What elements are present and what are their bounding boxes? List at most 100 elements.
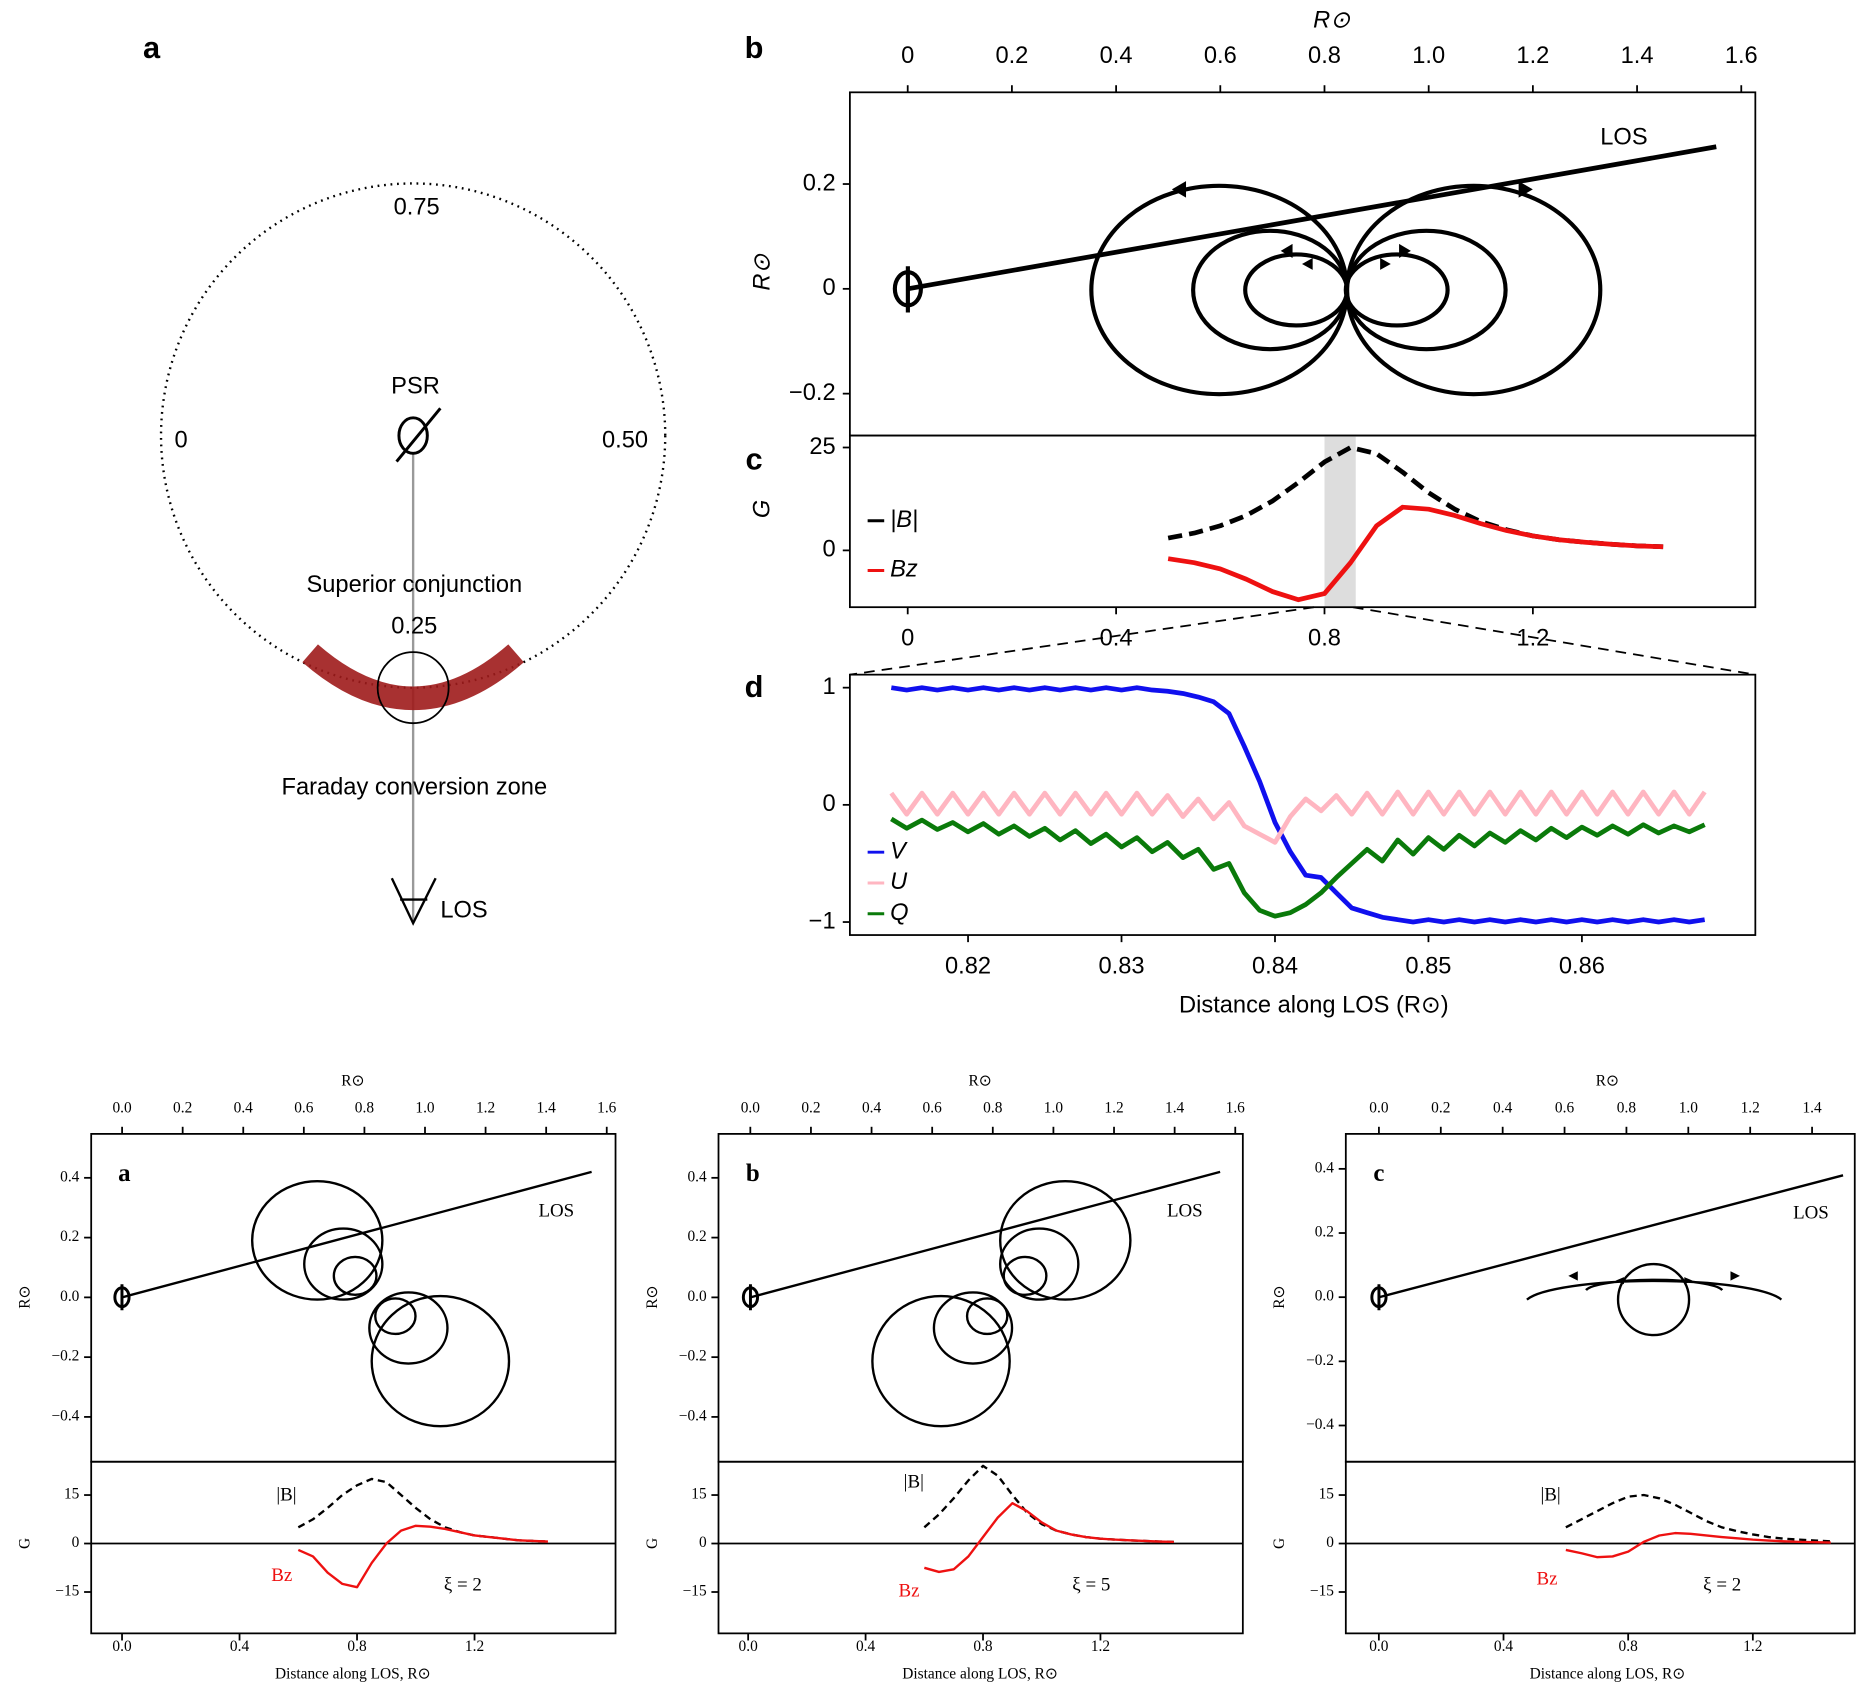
x-tick-label: 1.0 bbox=[415, 1100, 435, 1117]
axis-label: R⊙ bbox=[1313, 8, 1350, 34]
x-tick-label: 1.2 bbox=[1104, 1100, 1123, 1117]
x-tick-label: 0.2 bbox=[173, 1100, 192, 1117]
series-label: Bz bbox=[271, 1565, 292, 1586]
x-tick-label: 0.85 bbox=[1405, 953, 1451, 979]
y-tick-label: −0.4 bbox=[51, 1407, 79, 1424]
panel-label: a bbox=[143, 30, 161, 65]
x-tick-label: 0 bbox=[901, 625, 914, 651]
series-line bbox=[121, 1170, 592, 1299]
x-tick-label: 0.82 bbox=[945, 953, 991, 979]
phase-label: 0.25 bbox=[391, 614, 437, 640]
x-tick-label: 0.83 bbox=[1098, 953, 1144, 979]
annotation: ξ = 2 bbox=[444, 1574, 482, 1595]
panel-label: b bbox=[746, 1160, 760, 1187]
field-loop bbox=[1616, 1262, 1691, 1337]
axis-label: Distance along LOS, R⊙ bbox=[275, 1665, 431, 1682]
x-tick-label: 1.4 bbox=[1165, 1100, 1185, 1117]
x-tick-label: 0.6 bbox=[1204, 43, 1237, 69]
field-loop bbox=[303, 1227, 384, 1301]
y-tick-label: 0 bbox=[823, 791, 836, 817]
y-tick-label: −0.2 bbox=[679, 1348, 707, 1365]
series-line bbox=[907, 144, 1717, 292]
x-tick-label: 0.84 bbox=[1252, 953, 1298, 979]
y-tick-label: 0 bbox=[823, 537, 836, 563]
y-tick-label: 0.0 bbox=[687, 1288, 707, 1305]
axes-frame bbox=[848, 673, 1757, 936]
series-line bbox=[750, 1170, 1221, 1299]
field-loop bbox=[999, 1180, 1132, 1301]
x-tick-label: 0.4 bbox=[230, 1638, 250, 1655]
x-tick-label: 1.2 bbox=[476, 1100, 495, 1117]
phase-label: 0.75 bbox=[394, 195, 440, 221]
x-tick-label: 0.2 bbox=[1431, 1100, 1450, 1117]
x-tick-label: 0.6 bbox=[923, 1100, 943, 1117]
pulsar-label: PSR bbox=[391, 373, 440, 399]
x-tick-label: 0.8 bbox=[973, 1638, 993, 1655]
axes-frame bbox=[717, 1460, 1244, 1635]
conversion-zone bbox=[302, 644, 524, 711]
legend-label: Bz bbox=[890, 557, 918, 583]
y-tick-label: 0.4 bbox=[60, 1168, 80, 1185]
x-tick-label: 1.2 bbox=[1516, 43, 1549, 69]
x-tick-label: 0.8 bbox=[1617, 1100, 1637, 1117]
x-tick-label: 0.2 bbox=[995, 43, 1028, 69]
x-tick-label: 0.6 bbox=[294, 1100, 314, 1117]
field-loop bbox=[1343, 252, 1450, 328]
axis-label: R⊙ bbox=[1596, 1072, 1619, 1089]
orbit-diagram: a 0.75 0 0.50 0.25 PSR Superior conjunct… bbox=[143, 30, 667, 926]
series-label: LOS bbox=[538, 1200, 574, 1221]
x-tick-label: 0.8 bbox=[1308, 43, 1341, 69]
y-tick-label: −15 bbox=[683, 1583, 707, 1600]
field-loop bbox=[370, 1294, 511, 1428]
series-label: LOS bbox=[1600, 125, 1647, 151]
x-tick-label: 0.0 bbox=[1369, 1100, 1389, 1117]
y-tick-label: 0.4 bbox=[1315, 1159, 1335, 1176]
y-tick-label: 0 bbox=[699, 1534, 707, 1551]
y-tick-label: 0.2 bbox=[1315, 1224, 1334, 1241]
axes-frame bbox=[848, 434, 1757, 609]
series-line bbox=[890, 816, 1706, 919]
series-label: Bz bbox=[899, 1580, 920, 1601]
field-loop bbox=[250, 1180, 384, 1301]
y-tick-label: 0.0 bbox=[60, 1288, 80, 1305]
series-label: LOS bbox=[1793, 1203, 1829, 1224]
pulsar-beam bbox=[395, 407, 442, 463]
panel-label: c bbox=[1373, 1160, 1384, 1187]
axis-label: R⊙ bbox=[1271, 1286, 1288, 1309]
axis-label: R⊙ bbox=[341, 1072, 364, 1089]
y-tick-label: 15 bbox=[64, 1486, 80, 1503]
los-label: LOS bbox=[440, 898, 487, 924]
x-tick-label: 0.8 bbox=[1619, 1638, 1639, 1655]
axis-label: Distance along LOS, R⊙ bbox=[902, 1665, 1058, 1682]
x-tick-label: 0.0 bbox=[739, 1638, 759, 1655]
x-tick-label: 1.0 bbox=[1412, 43, 1445, 69]
x-tick-label: 1.6 bbox=[1226, 1100, 1246, 1117]
axis-label: G bbox=[750, 500, 776, 518]
x-tick-label: 0.4 bbox=[1100, 625, 1133, 651]
x-tick-label: 1.4 bbox=[537, 1100, 557, 1117]
x-tick-label: 0.86 bbox=[1559, 953, 1605, 979]
x-tick-label: 1.2 bbox=[465, 1638, 484, 1655]
x-tick-label: 0.4 bbox=[856, 1638, 876, 1655]
x-tick-label: 0.0 bbox=[1369, 1638, 1389, 1655]
y-tick-label: 0.4 bbox=[687, 1168, 707, 1185]
series-line bbox=[1378, 1174, 1844, 1299]
x-tick-label: 1.4 bbox=[1802, 1100, 1822, 1117]
x-tick-label: 0.0 bbox=[112, 1638, 132, 1655]
zoom-line bbox=[849, 606, 1756, 676]
axis-label: R⊙ bbox=[750, 254, 776, 291]
x-tick-label: 0.8 bbox=[1308, 625, 1341, 651]
series-line bbox=[890, 685, 1706, 925]
series-label: LOS bbox=[1167, 1200, 1203, 1221]
axis-label: Distance along LOS (R⊙) bbox=[1179, 992, 1449, 1018]
series-label: Bz bbox=[1537, 1568, 1558, 1589]
x-tick-label: 0.8 bbox=[355, 1100, 375, 1117]
x-tick-label: 0.4 bbox=[1494, 1638, 1514, 1655]
y-tick-label: 0 bbox=[823, 275, 836, 301]
x-tick-label: 0.4 bbox=[234, 1100, 254, 1117]
series-label: |B| bbox=[276, 1484, 296, 1505]
y-tick-label: 25 bbox=[809, 434, 835, 460]
x-tick-label: 0.4 bbox=[862, 1100, 882, 1117]
